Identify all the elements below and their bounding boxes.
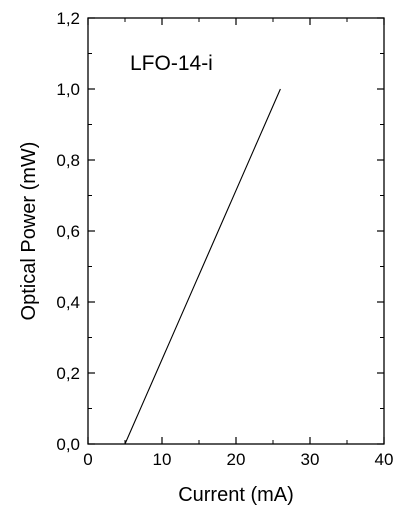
y-tick-label: 1,0: [56, 80, 80, 99]
y-tick-label: 0,8: [56, 151, 80, 170]
annotation-label: LFO-14-i: [130, 52, 213, 75]
y-tick-label: 0,2: [56, 364, 80, 383]
plot-frame: [87, 17, 385, 445]
y-tick-label: 1,2: [56, 9, 80, 28]
series-layer: [124, 88, 281, 445]
x-tick-label: 40: [375, 450, 394, 469]
y-axis-title: Optical Power (mW): [18, 142, 40, 321]
tick-labels: 0 10 20 30 40 0,0 0,2 0,4 0,6 0,8 1,0 1,2: [56, 9, 393, 469]
y-tick-label: 0,0: [56, 435, 80, 454]
y-tick-label: 0,6: [56, 222, 80, 241]
series-line: [124, 88, 281, 445]
y-tick-label: 0,4: [56, 293, 80, 312]
x-tick-label: 0: [83, 450, 92, 469]
x-tick-label: 10: [153, 450, 172, 469]
x-tick-label: 20: [227, 450, 246, 469]
axis-ticks: [87, 17, 385, 445]
x-axis-title: Current (mA): [178, 484, 294, 506]
x-tick-label: 30: [301, 450, 320, 469]
